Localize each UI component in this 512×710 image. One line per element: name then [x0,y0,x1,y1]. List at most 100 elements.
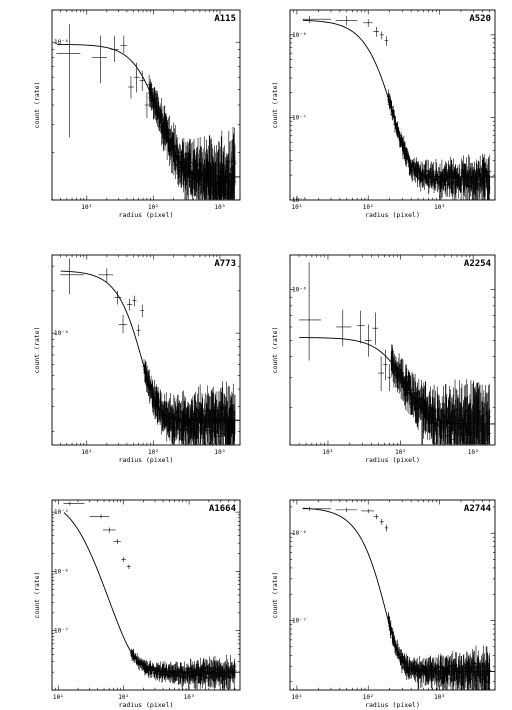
plot-frame [289,499,496,691]
data-point [363,19,373,27]
cluster-label: A2254 [464,259,492,269]
data-point [92,35,107,84]
data-point [379,519,384,525]
x-axis-label: radius (pixel) [365,701,420,709]
y-axis-label: count (rate) [33,82,41,129]
plot-frame [51,9,241,201]
data-point [63,501,85,506]
data-point [364,324,372,357]
panel-a2254: 10¹ 10² 10³ 10⁻⁶ radius (pixel) count (rate) A… [271,254,496,464]
data-point [302,15,331,23]
data-point [378,356,384,392]
y-tick-label: 10⁻⁶ [292,286,306,293]
x-tick-label: 10² [148,204,159,211]
data-point [126,564,131,569]
x-axis-label: radius (pixel) [119,456,174,464]
data-point [302,506,331,511]
y-tick-label: 10⁻⁶ [292,32,306,39]
y-tick-label: 10⁻⁷ [292,618,306,625]
x-tick-label: 10² [363,694,374,701]
plot-frame [289,9,496,201]
panel-a115: 10¹ 10² 10³ 10⁻⁶ radius (pixel) count (rate) A… [33,9,241,219]
data-point [335,15,358,26]
x-tick-label: 10³ [215,204,226,211]
x-tick-label: 10¹ [291,694,302,701]
cluster-label: A773 [214,259,236,269]
y-tick-label: 10⁻⁶ [54,330,68,337]
cluster-label: A115 [214,14,236,24]
data-point [128,76,134,99]
panel-a773: 10¹ 10² 10³ 10⁻⁶ radius (pixel) count (rate) A… [33,254,241,464]
model-curve [303,507,495,673]
cluster-label: A520 [469,14,491,24]
data-point [387,364,392,392]
data-point [356,310,365,344]
x-axis-label: radius (pixel) [365,456,420,464]
data-point [140,304,144,318]
profile-tail [387,89,492,200]
model-curve [60,270,240,421]
data-point [132,295,137,307]
plot-frame [51,499,241,691]
x-tick-label: 10³ [434,694,445,701]
data-point [372,312,379,345]
profile-tail [389,344,491,445]
data-point [335,507,358,512]
profile-tail [386,611,492,690]
data-point [144,92,150,119]
profile-tail [130,648,237,690]
panel-a520: 10¹ 10² 10³ 10⁻⁶ 10⁻⁷ 10⁻⁸ radius (pixel) count… [271,9,496,219]
data-point [121,556,126,562]
x-tick-label: 10³ [468,449,479,456]
data-point [56,24,81,138]
data-point [118,314,127,334]
data-point [361,508,374,514]
y-axis-label: count (rate) [33,572,41,619]
y-axis-label: count (rate) [271,327,279,374]
data-point [98,268,114,283]
data-point [136,324,141,337]
data-point [102,527,116,533]
profile-tail [142,358,236,445]
data-point [60,258,84,294]
x-axis-label: radius (pixel) [119,701,174,709]
plot-area [302,15,495,200]
data-point [89,514,110,519]
plot-area [63,501,240,690]
x-tick-label: 10¹ [323,449,334,456]
data-point [114,290,122,305]
data-point [113,539,121,544]
x-tick-label: 10¹ [53,694,64,701]
cluster-label: A1664 [209,504,237,514]
plot-area [56,24,240,200]
x-tick-label: 10¹ [81,204,92,211]
cluster-label: A2744 [464,504,492,514]
y-tick-label: 10⁻⁸ [292,197,306,204]
data-point [373,514,379,520]
y-tick-label: 10⁻⁶ [54,39,68,46]
y-tick-label: 10⁻⁶ [54,568,68,575]
x-tick-label: 10³ [215,449,226,456]
plot-area [302,506,495,690]
y-tick-label: 10⁻⁷ [54,628,68,635]
y-tick-label: 10⁻⁵ [54,509,68,516]
x-tick-label: 10² [395,449,406,456]
x-axis-label: radius (pixel) [119,211,174,219]
profile-tail [147,74,237,200]
plot-frame [51,254,241,446]
data-point [336,309,352,347]
data-point [139,70,145,92]
data-point [126,299,133,311]
x-tick-label: 10² [148,449,159,456]
model-curve [299,337,495,425]
plot-area [299,262,495,445]
data-point [383,349,388,381]
x-axis-label: radius (pixel) [365,211,420,219]
plot-area [60,258,240,445]
data-point [384,524,389,532]
x-tick-label: 10¹ [81,449,92,456]
data-point [379,31,384,40]
data-point [299,262,321,361]
y-tick-label: 10⁻⁷ [292,114,306,121]
